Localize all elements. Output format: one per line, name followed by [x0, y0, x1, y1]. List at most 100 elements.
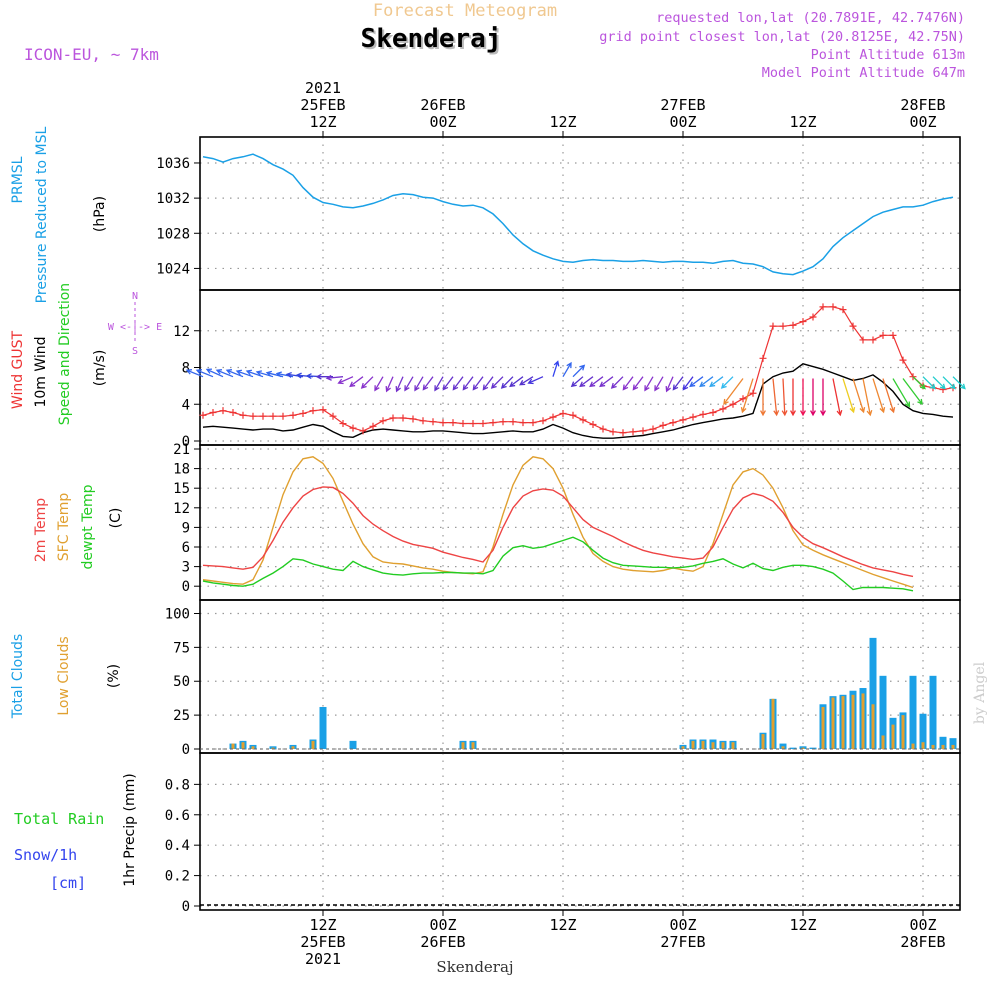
low-cloud-bar [941, 744, 945, 749]
wind-arrow [490, 376, 504, 389]
wind-arrow [689, 376, 704, 388]
total-cloud-bar [869, 637, 877, 749]
gust-marker [729, 400, 737, 408]
wind-arrow [852, 378, 866, 414]
wind-arrow [665, 376, 674, 393]
pressure-ytick-label: 1028 [156, 226, 190, 242]
wind-arrow [654, 376, 664, 392]
gust-marker [579, 416, 587, 424]
gust-marker [499, 418, 507, 426]
gust-marker [429, 418, 437, 426]
low-cloud-bar [931, 744, 935, 749]
requested-coords: requested lon,lat (20.7891E, 42.7476N) [656, 10, 965, 26]
gust-marker [569, 411, 577, 419]
low-cloud-bar [841, 696, 845, 749]
precip-panel: 0 0.2 0.4 0.6 0.8 [165, 752, 961, 915]
title-main: Skenderaj [361, 24, 502, 54]
gust-marker [809, 313, 817, 321]
bottom-axis-label: 00Z [909, 916, 936, 934]
gust-marker [859, 336, 867, 344]
gust-marker [669, 419, 677, 427]
wind-label-2: 10m Wind [33, 336, 49, 407]
gust-marker [869, 336, 877, 344]
wind-arrow [720, 376, 734, 389]
low-cloud-bar [681, 746, 685, 749]
top-axis-label: 00Z [429, 113, 456, 131]
wind-arrow [644, 376, 654, 392]
gust-marker [489, 419, 497, 427]
total-cloud-bar [809, 747, 817, 749]
gust-marker [259, 412, 267, 420]
wind-arrow [195, 369, 214, 378]
gust-marker [439, 419, 447, 427]
gust-marker [269, 412, 277, 420]
gust-marker [229, 409, 237, 417]
low-cloud-bar [251, 746, 255, 749]
temp-label-2: SFC Temp [56, 493, 72, 562]
wind-arrow [570, 376, 584, 388]
wind-arrow [781, 378, 788, 417]
wind-arrow [349, 376, 364, 388]
gust-marker [399, 414, 407, 422]
wind-arrow [882, 378, 896, 414]
gust-marker [529, 419, 537, 427]
wind-arrow [772, 378, 780, 417]
wind-arrow [723, 378, 744, 405]
gust-marker [899, 356, 907, 364]
wind-arrow [552, 360, 560, 377]
gust-marker [449, 419, 457, 427]
wind-arrow [245, 369, 264, 378]
wind-speed-line [202, 363, 954, 439]
pressure-unit: (hPa) [92, 196, 108, 232]
wind-arrow [562, 361, 572, 378]
gust-marker [209, 409, 217, 417]
wind-arrow [800, 378, 806, 417]
wind-ytick-label: 4 [182, 397, 190, 413]
clouds-ytick-label: 75 [173, 640, 190, 656]
top-axis-label: 12Z [789, 113, 816, 131]
temp-ytick-label: 6 [182, 540, 190, 556]
wind-arrow [572, 364, 586, 378]
wind-arrow [395, 376, 404, 393]
gust-marker [479, 420, 487, 428]
gust-marker [589, 420, 597, 428]
bottom-axis-label: 12Z [789, 916, 816, 934]
wind-arrow [404, 376, 414, 392]
gust-marker [739, 395, 747, 403]
wind-arrow [682, 376, 694, 391]
low-cloud-bar [731, 742, 735, 749]
gust-marker [379, 417, 387, 425]
total-cloud-bar [879, 675, 887, 749]
gust-marker [679, 416, 687, 424]
wind-arrow [434, 376, 444, 392]
gust-marker [249, 412, 257, 420]
wind-arrow [374, 376, 384, 392]
low-cloud-bar [911, 743, 915, 749]
precip-ytick-label: 0.2 [165, 869, 190, 885]
point-altitude: Point Altitude 613m [811, 47, 965, 63]
total-cloud-bar [949, 738, 957, 749]
bottom-axis-label: 25FEB [300, 933, 345, 951]
gust-marker [549, 413, 557, 421]
low-cloud-bar [691, 740, 695, 749]
gust-marker [699, 410, 707, 418]
total-cloud-bar [349, 740, 357, 749]
wind-arrow [519, 376, 534, 386]
gust-marker [349, 424, 357, 432]
pressure-frame [199, 136, 961, 291]
precip-axis-label: 1hr Precip (mm) [122, 773, 138, 886]
snow-label: Snow/1h [14, 846, 77, 864]
bottom-axis-label: 27FEB [660, 933, 705, 951]
low-cloud-bar [871, 704, 875, 749]
wind-arrow [414, 376, 424, 392]
bottom-axis-label: 00Z [429, 916, 456, 934]
footer-place: Skenderaj [436, 958, 513, 976]
wind-arrow [922, 376, 936, 390]
temp-ytick-label: 3 [182, 560, 190, 576]
low-cloud-bar [801, 747, 805, 749]
wind-arrow [610, 376, 624, 389]
snow-unit: [cm] [50, 874, 86, 892]
wind-arrow [579, 376, 594, 388]
